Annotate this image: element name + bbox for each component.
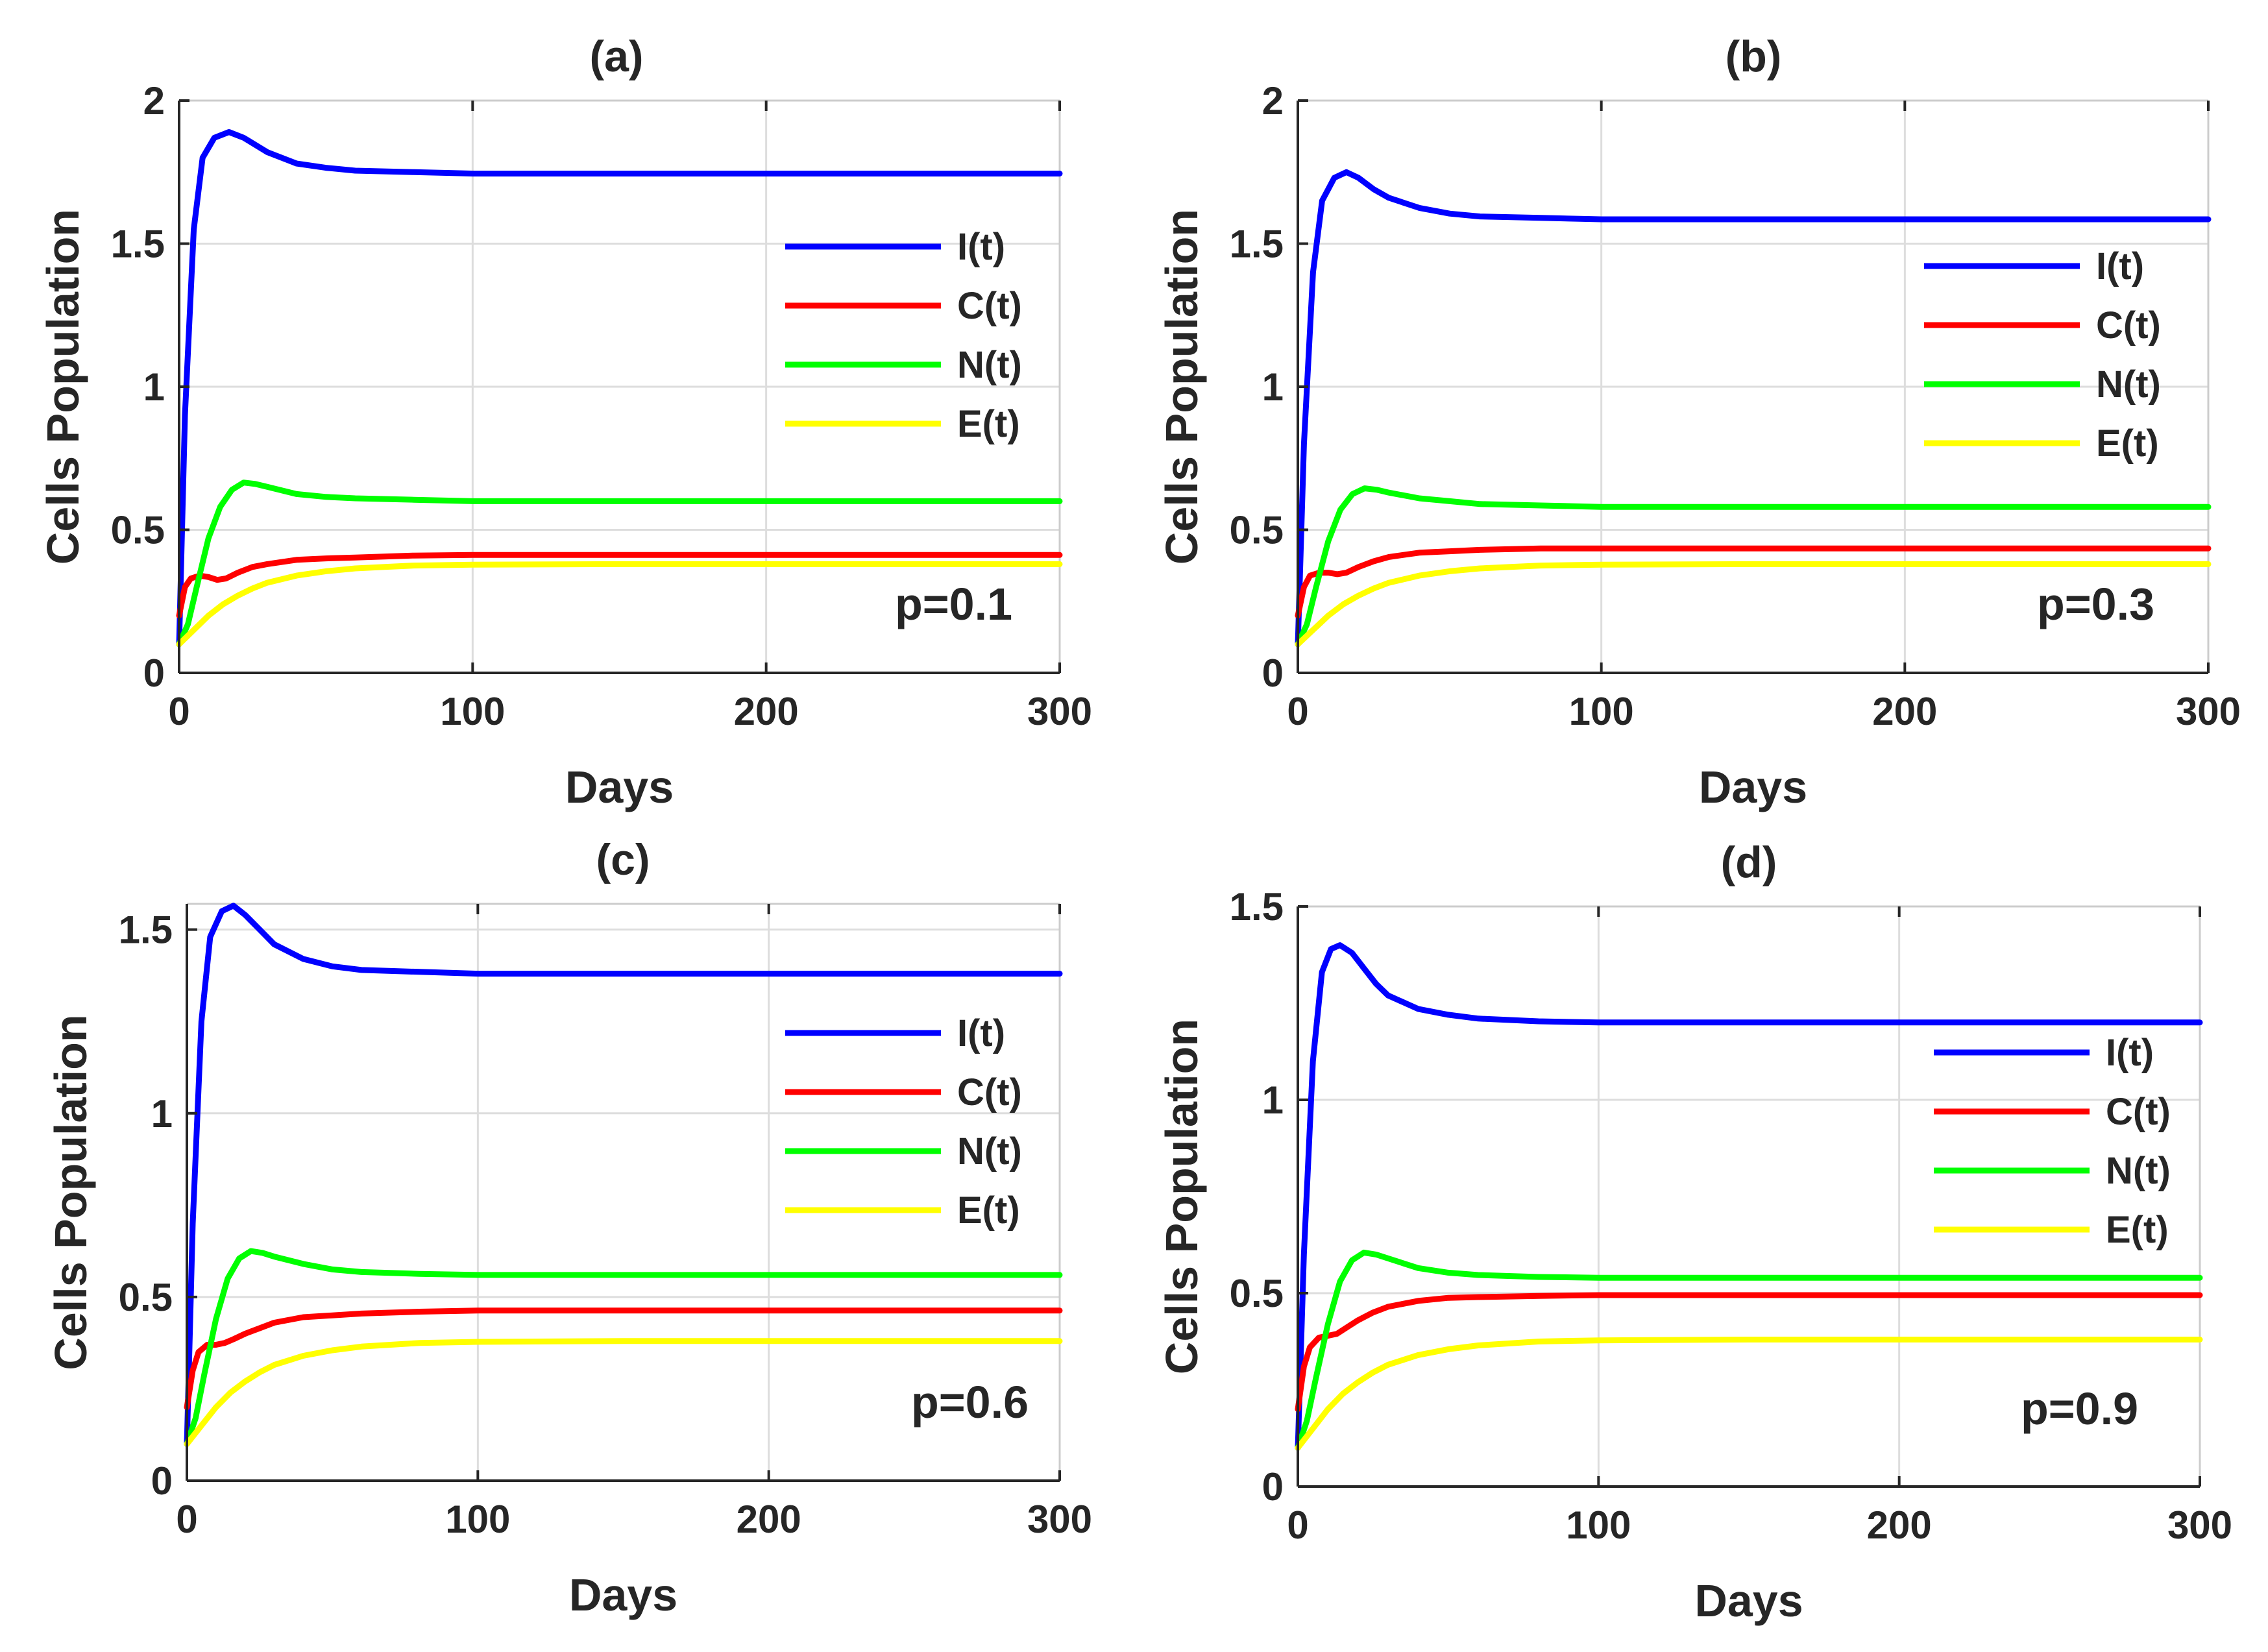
legend-label-it: I(t) (2106, 1032, 2154, 1074)
plot-area (1298, 906, 2200, 1487)
legend: I(t) C(t) N(t) E(t) (1934, 1032, 2171, 1251)
legend-label-et: E(t) (2106, 1209, 2169, 1251)
panel-title: (a) (589, 32, 643, 81)
x-tick-label: 100 (445, 1498, 510, 1541)
chart-panel-a: 0 100 200 300 0 0.5 1 1.5 2 (a) Days Cells Populati… (38, 32, 1092, 812)
y-axis-label: Cells Population (45, 1014, 96, 1370)
y-tick-label: 0 (1262, 651, 1284, 695)
legend-label-ct: C(t) (2096, 304, 2161, 346)
y-axis-label: Cells Population (38, 209, 88, 565)
y-tick-label: 1 (1262, 365, 1284, 409)
x-axis-label: Days (569, 1570, 677, 1620)
y-tick-label: 2 (143, 79, 165, 123)
legend-label-ct: C(t) (957, 1071, 1022, 1113)
series-line-it (176, 129, 1063, 648)
x-axis-label: Days (1699, 762, 1807, 812)
y-tick-label: 1.5 (119, 908, 173, 952)
y-tick-label: 0.5 (119, 1276, 173, 1319)
series-line-ct (1295, 1292, 2203, 1413)
series-line-nt (1295, 485, 2212, 648)
y-tick-label: 0.5 (1230, 509, 1284, 552)
series-line-et (184, 1338, 1063, 1447)
chart-panel-d: 0 100 200 300 0 0.5 1 1.5 (d) Days Cells Populatio… (1156, 838, 2232, 1626)
y-tick-label: 1.5 (1230, 885, 1284, 929)
parameter-annotation: p=0.3 (2037, 579, 2154, 629)
y-tick-label: 1 (1262, 1078, 1284, 1122)
legend: I(t) C(t) N(t) E(t) (785, 1012, 1022, 1232)
series-line-nt (184, 1248, 1063, 1447)
panel-title: (c) (596, 835, 650, 884)
series-line-it (1295, 942, 2203, 1451)
x-tick-label: 100 (1569, 690, 1634, 733)
series-line-nt (1295, 1249, 2203, 1451)
x-tick-label: 0 (176, 1498, 197, 1541)
x-tick-label: 0 (168, 690, 189, 733)
x-axis-label: Days (1694, 1575, 1803, 1626)
y-tick-label: 1 (143, 365, 165, 409)
y-tick-label: 0 (143, 651, 165, 695)
panel-title: (b) (1725, 32, 1782, 81)
series-line-ct (184, 1307, 1063, 1411)
chart-panel-c: 0 100 200 300 0 0.5 1 1.5 (c) Days Cells Populatio… (45, 835, 1092, 1620)
series-line-it (1295, 169, 2212, 648)
series-line-it (184, 903, 1063, 1447)
legend-label-et: E(t) (2096, 422, 2159, 465)
legend-label-et: E(t) (957, 403, 1020, 445)
legend: I(t) C(t) N(t) E(t) (1924, 245, 2161, 465)
chart-panel-b: 0 100 200 300 0 0.5 1 1.5 2 (b) Days Cells Populati… (1156, 32, 2241, 812)
series-line-et (176, 561, 1063, 648)
x-tick-label: 100 (1566, 1503, 1631, 1547)
legend-label-nt: N(t) (957, 344, 1022, 386)
series-line-et (1295, 561, 2212, 648)
legend-label-it: I(t) (957, 1012, 1005, 1054)
panel-title: (d) (1721, 838, 1777, 887)
x-tick-label: 300 (1027, 690, 1092, 733)
parameter-annotation: p=0.6 (911, 1377, 1029, 1427)
y-tick-label: 1.5 (111, 223, 165, 266)
x-tick-label: 200 (1872, 690, 1937, 733)
x-axis-label: Days (565, 762, 674, 812)
y-tick-label: 1 (151, 1092, 173, 1136)
plot-area (187, 904, 1060, 1481)
y-tick-label: 2 (1262, 79, 1284, 123)
series-line-nt (176, 480, 1063, 648)
legend: I(t) C(t) N(t) E(t) (785, 226, 1022, 445)
legend-label-ct: C(t) (957, 285, 1022, 327)
legend-label-nt: N(t) (2096, 363, 2161, 406)
y-tick-label: 0.5 (1230, 1272, 1284, 1315)
x-tick-label: 300 (2167, 1503, 2232, 1547)
x-tick-label: 200 (1867, 1503, 1932, 1547)
legend-label-it: I(t) (2096, 245, 2144, 287)
y-tick-label: 1.5 (1230, 223, 1284, 266)
y-tick-label: 0 (151, 1459, 173, 1503)
y-tick-label: 0.5 (111, 509, 165, 552)
legend-label-et: E(t) (957, 1189, 1020, 1232)
parameter-annotation: p=0.1 (895, 579, 1012, 629)
y-tick-label: 0 (1262, 1465, 1284, 1509)
legend-label-it: I(t) (957, 226, 1005, 268)
x-tick-label: 300 (2176, 690, 2241, 733)
x-tick-label: 200 (737, 1498, 801, 1541)
parameter-annotation: p=0.9 (2021, 1383, 2138, 1434)
x-tick-label: 0 (1287, 1503, 1308, 1547)
legend-label-ct: C(t) (2106, 1091, 2171, 1133)
legend-label-nt: N(t) (2106, 1150, 2171, 1192)
x-tick-label: 0 (1287, 690, 1308, 733)
legend-label-nt: N(t) (957, 1130, 1022, 1172)
series-line-et (1295, 1337, 2203, 1451)
x-tick-label: 100 (440, 690, 505, 733)
y-axis-label: Cells Population (1156, 209, 1207, 565)
x-tick-label: 200 (734, 690, 799, 733)
y-axis-label: Cells Population (1156, 1019, 1207, 1374)
x-tick-label: 300 (1027, 1498, 1092, 1541)
